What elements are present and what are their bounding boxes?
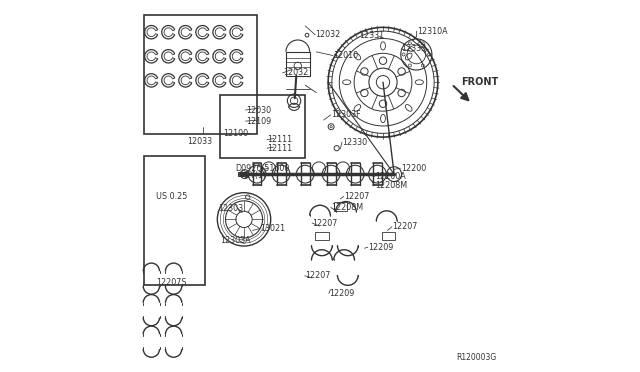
Text: 12209: 12209 xyxy=(329,289,355,298)
Text: 12331: 12331 xyxy=(359,31,385,41)
Text: 12333: 12333 xyxy=(401,44,427,53)
Text: 12208M: 12208M xyxy=(331,203,364,212)
Text: 12303: 12303 xyxy=(218,204,243,213)
Bar xyxy=(315,232,328,240)
Bar xyxy=(286,52,310,76)
Bar xyxy=(382,232,396,240)
Bar xyxy=(144,15,257,134)
Text: 12207: 12207 xyxy=(344,192,369,201)
Text: 12010: 12010 xyxy=(333,51,358,60)
Text: 13021: 13021 xyxy=(260,224,285,233)
Text: 12303F: 12303F xyxy=(331,110,361,119)
Bar xyxy=(333,202,347,211)
Text: 12207: 12207 xyxy=(312,219,338,228)
Text: 12109: 12109 xyxy=(246,117,271,126)
Text: US 0.25: US 0.25 xyxy=(156,192,188,201)
Text: 12200: 12200 xyxy=(401,164,426,173)
Text: 12200A: 12200A xyxy=(375,172,406,181)
Text: 12207: 12207 xyxy=(305,271,330,280)
Text: 12330: 12330 xyxy=(342,138,367,147)
Bar xyxy=(220,95,305,158)
Text: 12032: 12032 xyxy=(283,68,308,77)
Text: KEY(1): KEY(1) xyxy=(240,171,266,180)
Text: 12303A: 12303A xyxy=(220,236,251,246)
Text: 12100: 12100 xyxy=(223,129,249,138)
Text: 12208M: 12208M xyxy=(375,181,407,190)
Text: 12032: 12032 xyxy=(316,30,341,39)
Bar xyxy=(239,172,246,176)
Text: 12207S: 12207S xyxy=(156,278,187,287)
Text: 12209: 12209 xyxy=(368,243,394,251)
Text: FRONT: FRONT xyxy=(461,77,499,87)
Text: 12207: 12207 xyxy=(392,222,418,231)
Text: 12111: 12111 xyxy=(268,144,292,153)
Text: 12033: 12033 xyxy=(187,137,212,146)
Text: D0926-51600: D0926-51600 xyxy=(235,164,289,173)
Bar xyxy=(144,156,205,285)
Text: 12030: 12030 xyxy=(246,106,271,115)
Text: 12310A: 12310A xyxy=(417,26,448,36)
Text: 12111: 12111 xyxy=(268,135,292,144)
Text: R120003G: R120003G xyxy=(456,353,496,362)
